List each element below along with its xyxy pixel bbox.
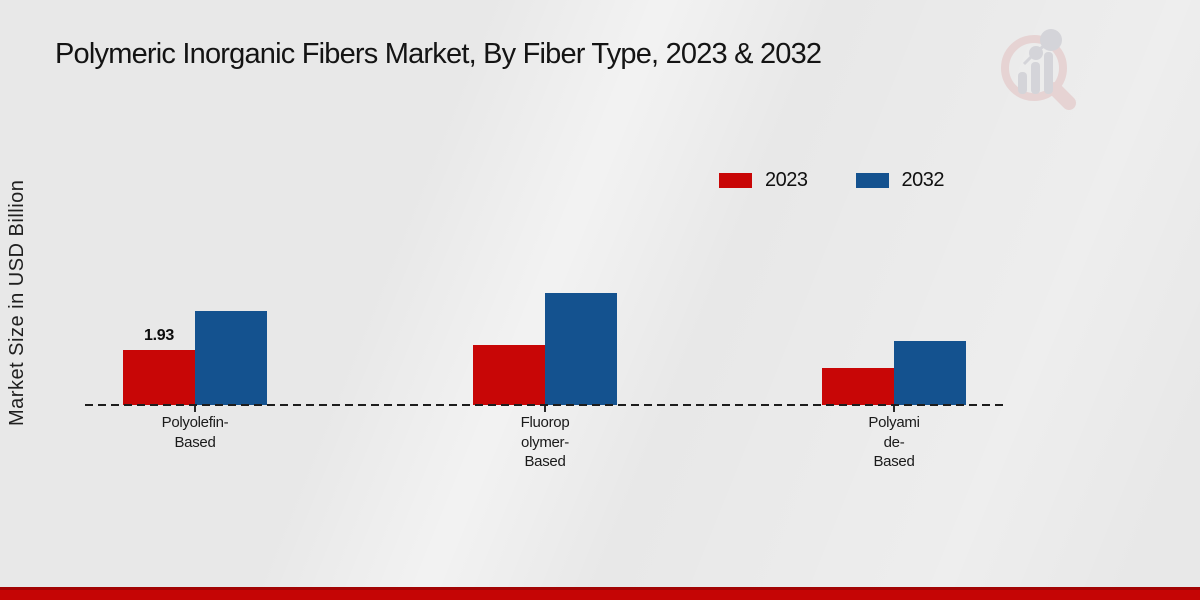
x-axis-tick	[194, 406, 196, 412]
x-axis-tick	[893, 406, 895, 412]
legend-swatch-2032	[855, 173, 889, 188]
category-label-line: Polyami	[868, 414, 920, 431]
category-label-line: Fluorop	[520, 414, 570, 431]
category-label-fluoropolymer-based: Fluorop olymer- Based	[465, 413, 625, 472]
legend: 2023 2032	[719, 169, 944, 192]
x-axis-tick	[544, 406, 546, 412]
category-label-polyamide-based: Polyami de- Based	[814, 413, 974, 472]
bar-2032-polyolefin-based	[195, 311, 267, 405]
legend-label-2032: 2032	[901, 169, 945, 191]
bar-2023-polyamide-based	[822, 368, 894, 405]
magnifier-bar-chart-logo-icon	[1001, 29, 1076, 110]
category-label-line: Polyolefin-	[161, 414, 229, 431]
category-label-line: Based	[524, 453, 566, 470]
footer-accent-bar	[0, 587, 1200, 600]
legend-item-2032: 2032	[855, 169, 945, 192]
legend-swatch-2023	[719, 173, 752, 188]
category-label-line: olymer-	[521, 433, 569, 451]
bar-2032-fluoropolymer-based	[545, 293, 617, 405]
bar-2023-fluoropolymer-based	[473, 345, 545, 405]
category-label-line: de-	[883, 433, 905, 451]
x-axis-baseline	[85, 404, 1005, 406]
legend-label-2023: 2023	[765, 169, 808, 191]
category-label-line: Based	[873, 453, 915, 470]
category-label-polyolefin-based: Polyolefin- Based	[115, 413, 275, 452]
bar-value-label: 1.93	[144, 326, 174, 344]
bar-2023-polyolefin-based	[123, 350, 195, 405]
chart-title: Polymeric Inorganic Fibers Market, By Fi…	[55, 38, 822, 70]
category-label-line: Based	[174, 433, 216, 451]
legend-item-2023: 2023	[719, 169, 808, 192]
bar-2032-polyamide-based	[894, 341, 966, 405]
